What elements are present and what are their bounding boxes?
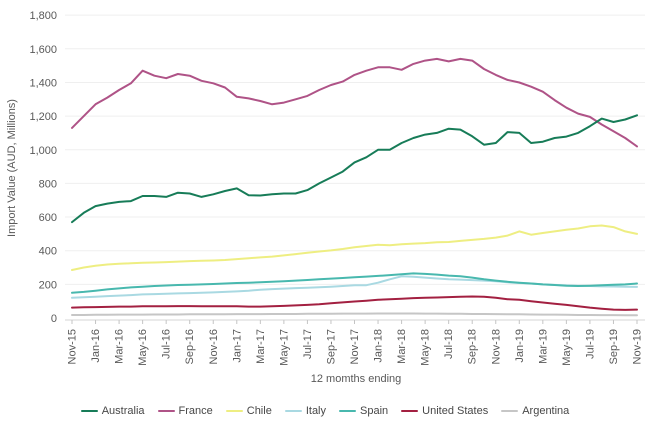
x-tick-label: Jan-18	[373, 329, 385, 363]
x-tick-label: May-17	[278, 329, 290, 366]
x-tick-label: Mar-18	[396, 329, 408, 364]
y-tick-label: 1,000	[29, 145, 57, 157]
x-tick-label: Jul-18	[443, 329, 455, 359]
x-tick-label: Nov-19	[632, 329, 644, 364]
legend-label: Spain	[360, 405, 389, 417]
y-tick-label: 1,200	[29, 111, 57, 123]
legend-item-chile: Chile	[225, 405, 272, 417]
x-tick-label: Jul-17	[302, 329, 314, 359]
x-tick-label: Jan-19	[514, 329, 526, 363]
legend-item-argentina: Argentina	[501, 405, 569, 417]
x-tick-label: Jan-16	[90, 329, 102, 363]
legend-item-australia: Australia	[80, 405, 145, 417]
legend-swatch-icon	[157, 410, 175, 412]
y-tick-label: 200	[39, 279, 57, 291]
series-line-spain	[71, 272, 638, 294]
series-line-united-states	[71, 295, 638, 311]
y-tick-label: 0	[51, 313, 57, 325]
x-tick-label: Nov-15	[67, 329, 79, 364]
y-tick-label: 1,400	[29, 77, 57, 89]
x-tick-label: Nov-16	[208, 329, 220, 364]
y-tick-label: 400	[39, 246, 57, 258]
legend-item-italy: Italy	[284, 405, 327, 417]
y-tick-label: 600	[39, 212, 57, 224]
x-tick-label: Sep-18	[467, 329, 479, 364]
y-axis-tick-labels: 0 200 400 600 800 1,000 1,200 1,400 1,600 1,800	[29, 10, 57, 325]
series-line-australia	[71, 114, 638, 224]
x-axis-title: 12 momths ending	[311, 373, 402, 385]
x-tick-label: May-16	[137, 329, 149, 366]
x-tick-label: Sep-17	[325, 329, 337, 364]
y-tick-label: 1,800	[29, 10, 57, 22]
legend-label: Argentina	[522, 405, 570, 417]
legend-swatch-icon	[501, 410, 519, 412]
legend-swatch-icon	[401, 410, 419, 412]
series-line-italy	[71, 275, 638, 299]
x-tick-label: Mar-19	[537, 329, 549, 364]
x-tick-label: May-18	[420, 329, 432, 366]
legend-label: Australia	[101, 405, 145, 417]
series-line-argentina	[71, 312, 638, 317]
x-axis: Nov-15 Jan-16 Mar-16 May-16 Jul-16 Sep-16 Nov-…	[65, 319, 645, 366]
x-tick-label: Nov-18	[490, 329, 502, 364]
legend-swatch-icon	[80, 410, 98, 412]
series-lines	[71, 57, 638, 317]
legend-item-united-states: United States	[401, 405, 488, 417]
x-tick-label: Jul-19	[584, 329, 596, 359]
legend-label: Chile	[246, 405, 272, 417]
legend-label: United States	[422, 405, 489, 417]
y-axis-title: Import Value (AUD, Millions)	[6, 99, 18, 237]
legend-label: France	[178, 405, 213, 417]
legend-swatch-icon	[225, 410, 243, 412]
legend: Australia France Chile Italy Spain United Sta…	[0, 403, 650, 419]
x-tick-label: Mar-16	[114, 329, 126, 364]
x-tick-label: Sep-19	[608, 329, 620, 364]
series-line-france	[71, 57, 638, 148]
y-tick-label: 800	[39, 178, 57, 190]
legend-item-france: France	[157, 405, 213, 417]
y-tick-label: 1,600	[29, 44, 57, 56]
x-tick-label: May-19	[561, 329, 573, 366]
x-tick-label: Jan-17	[231, 329, 243, 363]
x-tick-label: Sep-16	[184, 329, 196, 364]
x-tick-label: Nov-17	[349, 329, 361, 364]
legend-label: Italy	[305, 405, 327, 417]
legend-item-spain: Spain	[339, 405, 388, 417]
legend-swatch-icon	[339, 410, 357, 412]
series-line-chile	[71, 224, 638, 271]
x-tick-label: Jul-16	[161, 329, 173, 359]
legend-swatch-icon	[284, 410, 302, 412]
x-tick-label: Mar-17	[255, 329, 267, 364]
gridlines	[65, 14, 645, 285]
